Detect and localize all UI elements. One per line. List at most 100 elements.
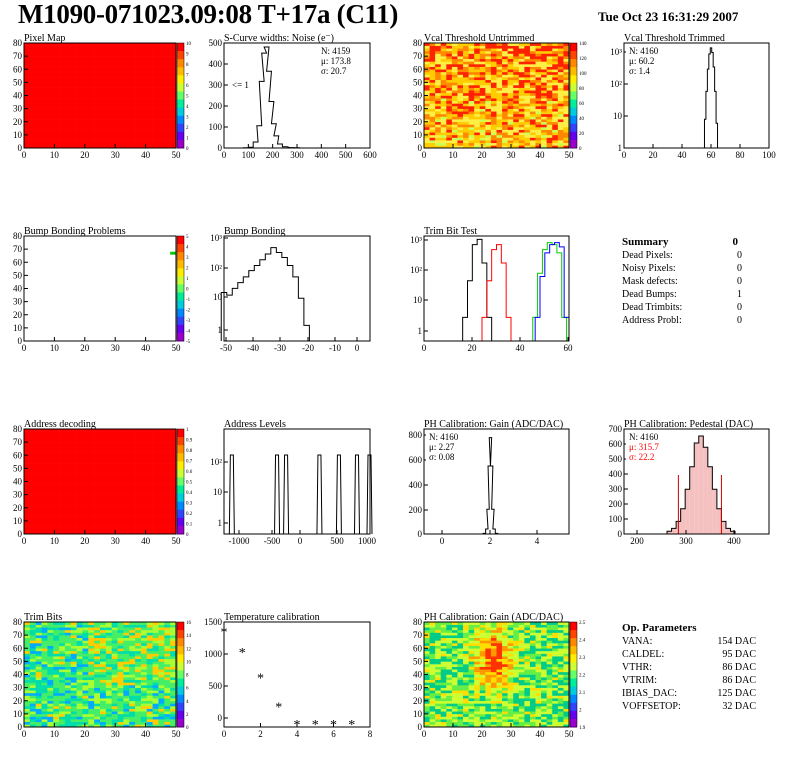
address_decoding-cell xyxy=(47,520,54,524)
vcal_untrimmed-cell xyxy=(529,119,536,123)
vcal_untrimmed-cell xyxy=(474,58,481,62)
address_decoding-cell xyxy=(152,436,159,440)
pixel_map-cell xyxy=(100,106,107,109)
address_decoding-cell xyxy=(88,478,95,482)
ph_gain_map-cell xyxy=(451,721,458,725)
address_decoding-cell xyxy=(29,447,36,451)
vcal_untrimmed-palette-cell xyxy=(570,131,577,141)
pixel_map-cell xyxy=(88,74,95,78)
pixel_map-cell xyxy=(164,50,171,54)
ph_gain_map-cell xyxy=(429,677,436,681)
trim_bit_test-frame xyxy=(423,235,570,342)
vcal_untrimmed-cell xyxy=(490,56,497,60)
address_decoding-cell xyxy=(64,463,72,467)
vcal_untrimmed-cell xyxy=(479,124,486,128)
pixel_map-cell xyxy=(164,108,171,112)
address_decoding-cell xyxy=(41,473,48,477)
temperature-point: * xyxy=(312,718,319,733)
pixel_map-cell xyxy=(64,106,72,109)
vcal_untrimmed-cell xyxy=(429,48,436,52)
trim_bits-cell xyxy=(64,721,72,725)
address_decoding-cell xyxy=(140,513,148,516)
vcal_untrimmed-cell xyxy=(468,132,475,136)
pixel_map-cell xyxy=(41,121,48,125)
ph_gain_map-cell xyxy=(463,682,469,686)
vcal_untrimmed-cell xyxy=(496,53,503,57)
address_decoding-cell xyxy=(29,463,36,467)
address_decoding-cell xyxy=(170,484,177,488)
pixel_map-cell xyxy=(41,92,48,96)
vcal_untrimmed-cell xyxy=(490,121,497,125)
pixel_map-cell xyxy=(164,124,171,128)
ph_pedestal-bar xyxy=(694,443,699,534)
trim_bits-cell xyxy=(117,624,124,628)
vcal_untrimmed-cell xyxy=(535,43,542,46)
trim_bits-cell xyxy=(94,653,101,657)
vcal_untrimmed-cell xyxy=(468,98,475,102)
vcal_untrimmed-cell xyxy=(451,108,458,112)
pixel_map-cell xyxy=(140,119,148,123)
address_decoding-palette-cell xyxy=(177,445,184,454)
trim_bits-cell xyxy=(94,690,101,694)
trim_bits-cell xyxy=(105,643,112,646)
ph_gain_map-cell xyxy=(457,624,464,628)
pixel_map-cell xyxy=(117,61,124,65)
vcal_untrimmed-cell xyxy=(535,132,542,136)
trim_bits-cell xyxy=(140,632,148,636)
trim_bits-cell xyxy=(146,666,153,670)
ph_gain_map-cell xyxy=(463,653,469,657)
address_decoding-cell xyxy=(117,481,124,485)
ph_pedestal-bar xyxy=(698,436,704,534)
trim_bits-cell xyxy=(117,677,124,681)
vcal_untrimmed-cell xyxy=(518,61,525,65)
address_decoding-cell xyxy=(146,463,153,467)
vcal_untrimmed-cell xyxy=(552,85,559,88)
vcal_untrimmed-cell xyxy=(446,108,453,112)
pixel_map-cell xyxy=(111,58,118,62)
pixel_map-cell xyxy=(24,95,31,99)
pixel_map-cell xyxy=(152,56,159,60)
vcal_untrimmed-cell xyxy=(563,127,570,130)
vcal_untrimmed-cell xyxy=(424,85,430,88)
address_decoding-cell xyxy=(129,499,136,503)
trim_bits-cell xyxy=(140,624,148,628)
trim_bits-cell xyxy=(146,690,153,694)
vcal_untrimmed-cell xyxy=(474,106,481,109)
pixel_map-cell xyxy=(135,124,142,128)
pixel_map-cell xyxy=(111,74,118,78)
trim_bits-cell xyxy=(59,687,66,691)
temperature-title: Temperature calibration xyxy=(224,612,320,623)
vcal_untrimmed-cell xyxy=(457,79,464,83)
address_decoding-cell xyxy=(158,444,165,448)
address_decoding-cell xyxy=(59,444,66,448)
trim_bits-cell xyxy=(135,698,142,702)
ph_gain_map-cell xyxy=(463,711,469,715)
pixel_map-cell xyxy=(100,50,107,54)
pixel_map-cell xyxy=(29,43,36,46)
ph_pedestal-bar xyxy=(680,508,686,534)
trim_bits-cell xyxy=(70,653,77,657)
pixel_map-cell xyxy=(24,79,31,83)
vcal_untrimmed-cell xyxy=(435,82,442,86)
vcal_untrimmed-cell xyxy=(490,124,497,128)
pixel_map-cell xyxy=(100,79,107,83)
trim_bits-cell xyxy=(111,637,118,641)
pixel_map-cell xyxy=(41,69,48,73)
address_decoding-cell xyxy=(164,492,171,495)
trim_bits-ytick-label: 70 xyxy=(13,630,23,640)
pixel_map-cell xyxy=(53,58,60,62)
pixel_map-cell xyxy=(170,121,177,125)
pixel_map-cell xyxy=(117,121,124,125)
address_decoding-cell xyxy=(105,510,112,514)
ph_gain_map-cell xyxy=(429,664,436,667)
vcal_untrimmed-cell xyxy=(429,64,436,67)
trim_bits-cell xyxy=(24,622,31,625)
pixel_map-cell xyxy=(70,132,77,136)
vcal_untrimmed-cell xyxy=(496,142,503,146)
address_decoding-cell xyxy=(129,429,136,432)
pixel_map-cell xyxy=(94,66,101,70)
pixel_map-cell xyxy=(76,90,83,94)
trim_bits-cell xyxy=(88,703,95,707)
pixel_map-cell xyxy=(70,142,77,146)
address_decoding-cell xyxy=(146,457,153,461)
